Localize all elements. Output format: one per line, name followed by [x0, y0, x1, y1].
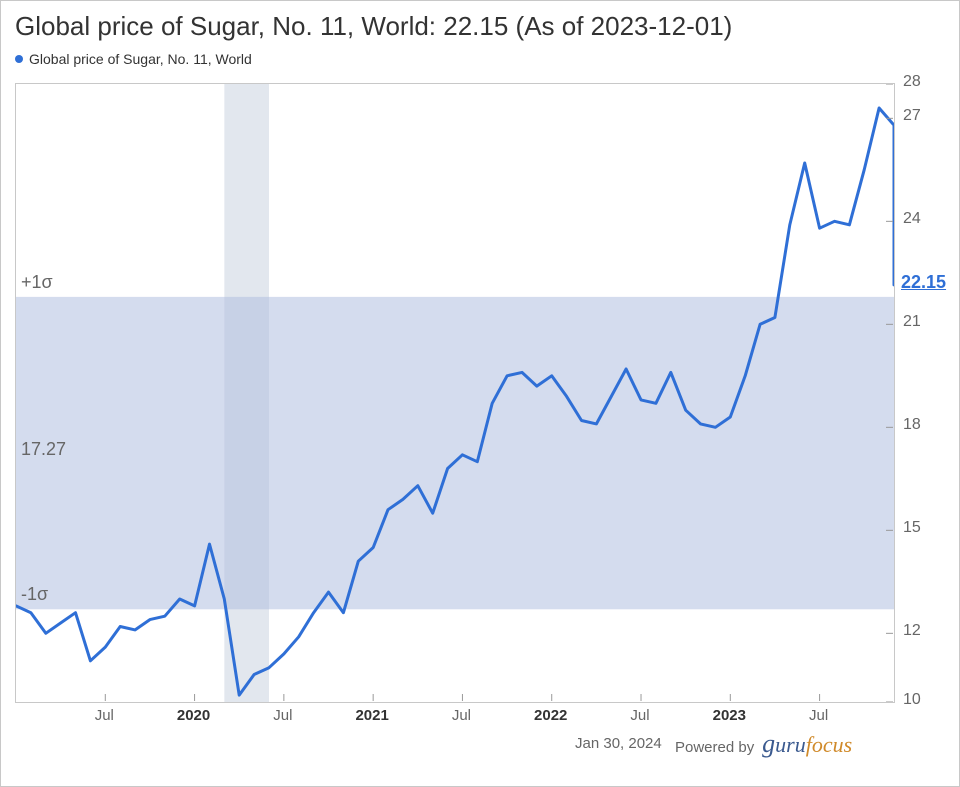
powered-by-text: Powered by [675, 739, 754, 756]
sigma-upper-label: +1σ [21, 272, 53, 293]
footer-date: Jan 30, 2024 [575, 735, 662, 752]
plot-area [15, 83, 895, 703]
ytick-label: 21 [903, 313, 921, 331]
legend-dot-icon [15, 55, 23, 63]
xtick-label: 2023 [713, 707, 746, 724]
ytick-label: 28 [903, 73, 921, 91]
xtick-label: Jul [273, 707, 292, 724]
xtick-label: 2020 [177, 707, 210, 724]
chart-title: Global price of Sugar, No. 11, World: 22… [15, 11, 732, 42]
mean-label: 17.27 [21, 439, 66, 460]
xtick-label: Jul [95, 707, 114, 724]
ytick-label: 10 [903, 691, 921, 709]
xtick-label: 2021 [355, 707, 388, 724]
sigma-lower-label: -1σ [21, 584, 48, 605]
ytick-label: 12 [903, 622, 921, 640]
gurufocus-logo: gurufocus [758, 729, 852, 759]
last-value-label: 22.15 [901, 272, 946, 293]
ytick-label: 18 [903, 416, 921, 434]
xtick-label: Jul [630, 707, 649, 724]
ytick-label: 24 [903, 210, 921, 228]
chart-container: Global price of Sugar, No. 11, World: 22… [0, 0, 960, 787]
xtick-label: Jul [452, 707, 471, 724]
ytick-label: 27 [903, 107, 921, 125]
xtick-label: Jul [809, 707, 828, 724]
footer-powered: Powered by gurufocus [675, 729, 852, 759]
ytick-label: 15 [903, 519, 921, 537]
chart-svg [16, 84, 894, 702]
legend: Global price of Sugar, No. 11, World [15, 51, 252, 67]
legend-label: Global price of Sugar, No. 11, World [29, 51, 252, 67]
xtick-label: 2022 [534, 707, 567, 724]
